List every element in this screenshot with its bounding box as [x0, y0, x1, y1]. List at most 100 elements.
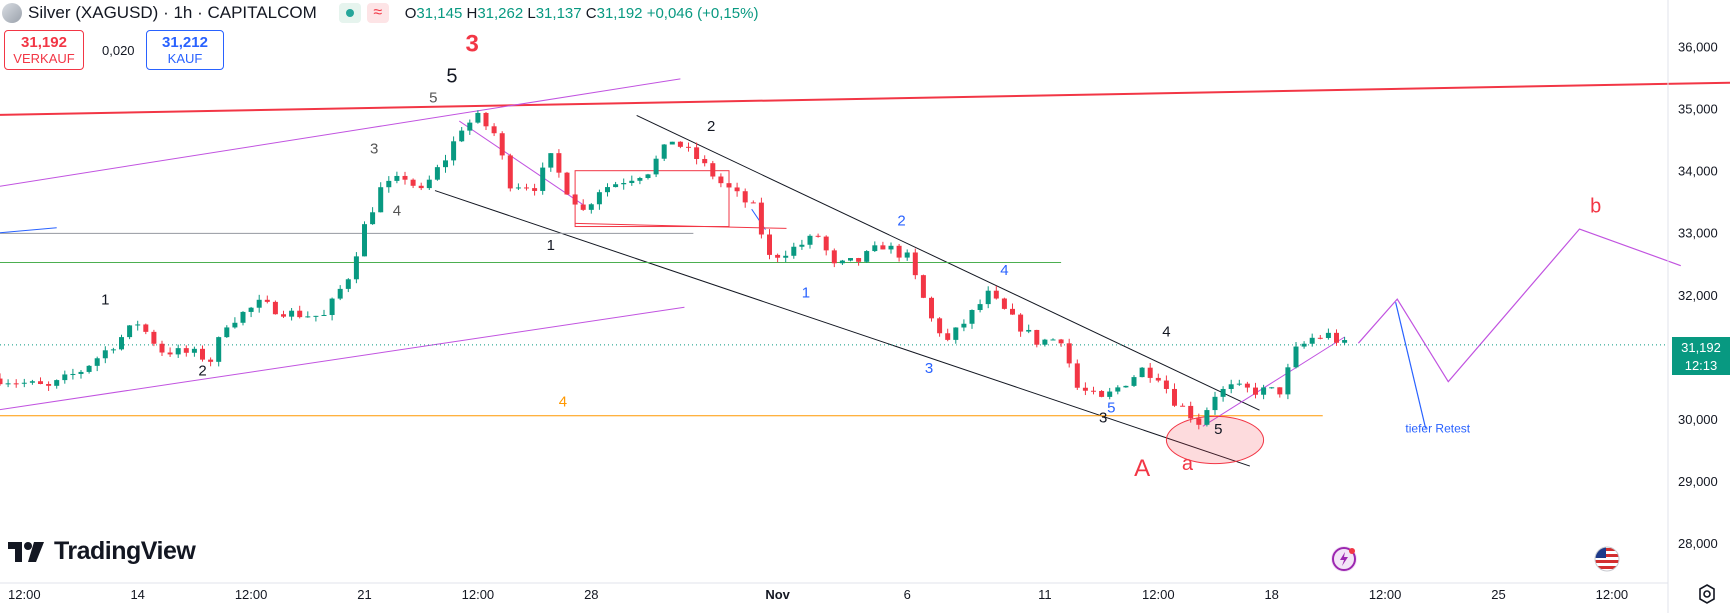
time-axis[interactable]: 12:00 14 12:00 21 12:00 28 Nov 6 11 12:00 18 12:00 2… — [0, 582, 1668, 602]
price-axis[interactable]: 36,00035,00034,00033,00032,00031,00030,0… — [1667, 0, 1718, 613]
candle-body — [1115, 387, 1121, 392]
x-tick-label: 28 — [584, 587, 598, 602]
candle-body — [677, 141, 683, 147]
wave-label: 2 — [897, 212, 905, 229]
candle-body — [1277, 387, 1283, 395]
candle-body — [1236, 383, 1242, 385]
ohlc-values: O31,145 H31,262 L31,137 C31,192 +0,046 (… — [405, 5, 759, 22]
sell-button[interactable]: 31,192 VERKAUF — [4, 30, 84, 70]
candle-body — [605, 187, 610, 193]
candle-body — [653, 158, 659, 175]
candle-body — [1034, 329, 1040, 345]
candle-body — [775, 254, 781, 258]
settings-icon[interactable] — [1696, 583, 1718, 605]
candle-body — [62, 374, 68, 381]
candle-body — [758, 202, 764, 235]
market-open-dot-icon[interactable] — [338, 3, 361, 23]
candle-body — [0, 378, 3, 385]
candle-body — [1042, 339, 1048, 345]
candle-body — [1010, 308, 1015, 315]
candle-body — [102, 350, 108, 359]
candle-body — [596, 192, 602, 205]
candle-body — [1309, 337, 1315, 344]
wave-label: 4 — [559, 393, 567, 410]
candle-body — [208, 359, 214, 362]
candle-body — [750, 202, 756, 204]
candle-body — [167, 352, 173, 355]
candle-body — [799, 244, 805, 247]
candle-body — [645, 174, 651, 179]
wave-label: A — [1134, 455, 1150, 482]
candle-body — [362, 224, 367, 257]
candle-body — [524, 187, 529, 189]
wave-label: a — [1182, 453, 1194, 475]
candle-body — [912, 252, 918, 276]
candle-body — [953, 327, 959, 340]
x-tick-label: 12:00 — [8, 587, 41, 602]
x-tick-label: 12:00 — [1142, 587, 1175, 602]
drawing-lines — [0, 78, 1730, 467]
chart-header: Silver (XAGUSD) · 1h · CAPITALCOM ≈ O31,… — [0, 0, 758, 26]
candle-body — [370, 212, 376, 225]
candle-body — [321, 314, 327, 316]
candle-body — [864, 251, 870, 262]
candle-body — [483, 112, 489, 127]
ohlc-high: 31,262 — [477, 4, 524, 22]
candle-body — [256, 299, 262, 308]
wave-label: 4 — [1162, 323, 1170, 340]
candle-body — [159, 343, 165, 353]
candle-body — [1001, 298, 1007, 309]
buy-button[interactable]: 31,212 KAUF — [146, 30, 224, 70]
candle-body — [613, 184, 619, 188]
trendline — [434, 190, 1250, 467]
wave-label: 3 — [370, 140, 378, 157]
lightning-alert-icon[interactable] — [1331, 546, 1357, 572]
candle-body — [1325, 332, 1331, 338]
candle-body — [1018, 314, 1024, 332]
candle-body — [661, 144, 667, 159]
wave-label: 1 — [802, 284, 810, 301]
tradingview-logo[interactable]: TradingView — [8, 537, 196, 566]
candle-body — [961, 323, 967, 328]
y-tick-label: 36,000 — [1678, 40, 1718, 55]
sell-label: VERKAUF — [13, 51, 75, 66]
candle-body — [686, 146, 691, 148]
x-tick-label: 12:00 — [1369, 587, 1402, 602]
y-tick-label: 33,000 — [1678, 226, 1718, 241]
candle-body — [767, 234, 772, 255]
wave-label: 3 — [466, 31, 479, 58]
candle-body — [13, 383, 19, 385]
ohlc-high-key: H — [466, 4, 478, 22]
candles — [0, 110, 1348, 430]
candle-body — [5, 383, 11, 385]
x-tick-label: 18 — [1264, 587, 1278, 602]
candle-body — [499, 133, 505, 156]
candle-body — [580, 204, 586, 210]
candle-body — [888, 245, 894, 250]
trendline — [0, 78, 681, 187]
candle-body — [515, 187, 521, 189]
candle-body — [718, 176, 724, 184]
candle-body — [297, 310, 303, 318]
candle-body — [459, 130, 465, 142]
candle-body — [1123, 385, 1129, 388]
wave-label: 1 — [101, 292, 109, 309]
candle-body — [831, 250, 837, 264]
candle-body — [38, 381, 43, 384]
candle-body — [21, 382, 27, 384]
candle-body — [410, 179, 416, 186]
symbol-title[interactable]: Silver (XAGUSD) · 1h · CAPITALCOM — [28, 3, 317, 22]
trendline — [0, 306, 685, 411]
x-tick-label: Nov — [765, 587, 790, 602]
y-tick-label: 35,000 — [1678, 102, 1718, 117]
ohlc-open-key: O — [404, 4, 417, 22]
candle-body — [426, 179, 432, 189]
trendline — [0, 227, 57, 234]
wave-icon[interactable]: ≈ — [366, 3, 389, 23]
candle-body — [289, 310, 295, 317]
candle-body — [224, 327, 230, 338]
us-flag-icon[interactable] — [1594, 546, 1620, 572]
candle-body — [418, 185, 424, 189]
